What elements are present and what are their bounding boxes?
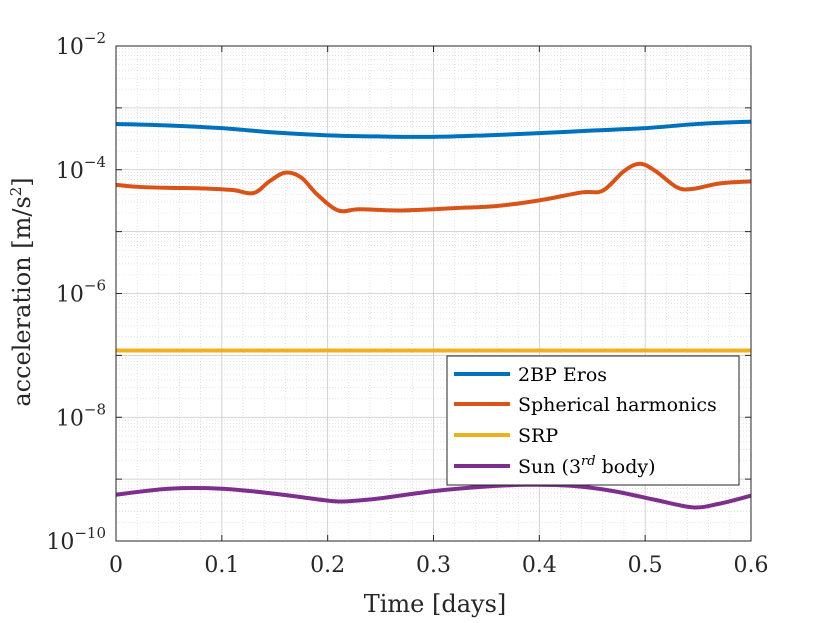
legend-label-sun-3rd-body: Sun (3rd body) [518, 454, 656, 478]
x-tick-label: 0.4 [522, 553, 557, 578]
legend-label-2bp-eros: 2BP Eros [518, 364, 607, 386]
grid [115, 45, 752, 542]
y-tick-label-exponent: −2 [84, 29, 106, 47]
series-line-spherical-harmonics [115, 161, 752, 214]
legend-label-srp: SRP [518, 425, 558, 447]
y-tick-label-exponent: −6 [84, 277, 106, 295]
x-tick-label: 0.5 [628, 553, 663, 578]
y-tick-label: 10−10 [46, 524, 106, 555]
legend-item-spherical-harmonics: Spherical harmonics [454, 394, 717, 416]
legend: 2BP Eros Spherical harmonics SRP Sun (3r… [446, 355, 740, 486]
y-tick-label-base: 10 [56, 283, 84, 308]
x-tick-label: 0.2 [310, 553, 345, 578]
x-tick-label: 0 [109, 553, 123, 578]
y-tick-label: 10−8 [56, 400, 106, 431]
y-axis-label: acceleration [m/s2] [7, 177, 36, 406]
legend-label-spherical-harmonics: Spherical harmonics [518, 394, 717, 416]
legend-item-sun-3rd-body: Sun (3rd body) [454, 454, 656, 478]
x-tick-labels: 0 0.1 0.2 0.3 0.4 0.5 0.6 [109, 553, 769, 578]
tick-marks [115, 45, 752, 542]
x-tick-label: 0.6 [734, 553, 769, 578]
series-line-2bp-eros [115, 119, 752, 139]
y-tick-label-exponent: −10 [74, 524, 106, 542]
x-tick-label: 0.1 [204, 553, 239, 578]
series-line-sun-3rd-body [115, 482, 752, 510]
x-axis-label: Time [days] [364, 590, 507, 618]
legend-box [446, 355, 740, 486]
y-tick-label-base: 10 [56, 35, 84, 60]
y-tick-label: 10−6 [56, 277, 106, 308]
y-tick-label-exponent: −4 [84, 153, 106, 171]
y-axis-label-tail: ] [8, 177, 36, 186]
y-tick-label-base: 10 [56, 406, 84, 431]
legend-label-sun-tail: body) [596, 456, 656, 478]
y-tick-label: 10−4 [56, 153, 106, 184]
y-axis-label-main: acceleration [m/s [8, 196, 36, 406]
series-layer [115, 119, 752, 510]
y-axis-label-sup: 2 [7, 187, 25, 197]
legend-item-2bp-eros: 2BP Eros [454, 364, 607, 386]
y-tick-label-exponent: −8 [84, 400, 106, 418]
legend-item-srp: SRP [454, 425, 558, 447]
y-tick-label-base: 10 [56, 159, 84, 184]
legend-label-sun-main: Sun (3 [518, 456, 581, 478]
y-tick-label-base: 10 [46, 530, 74, 555]
y-tick-label: 10−2 [56, 29, 106, 60]
x-tick-label: 0.3 [416, 553, 451, 578]
legend-label-sun-sup: rd [581, 454, 596, 469]
